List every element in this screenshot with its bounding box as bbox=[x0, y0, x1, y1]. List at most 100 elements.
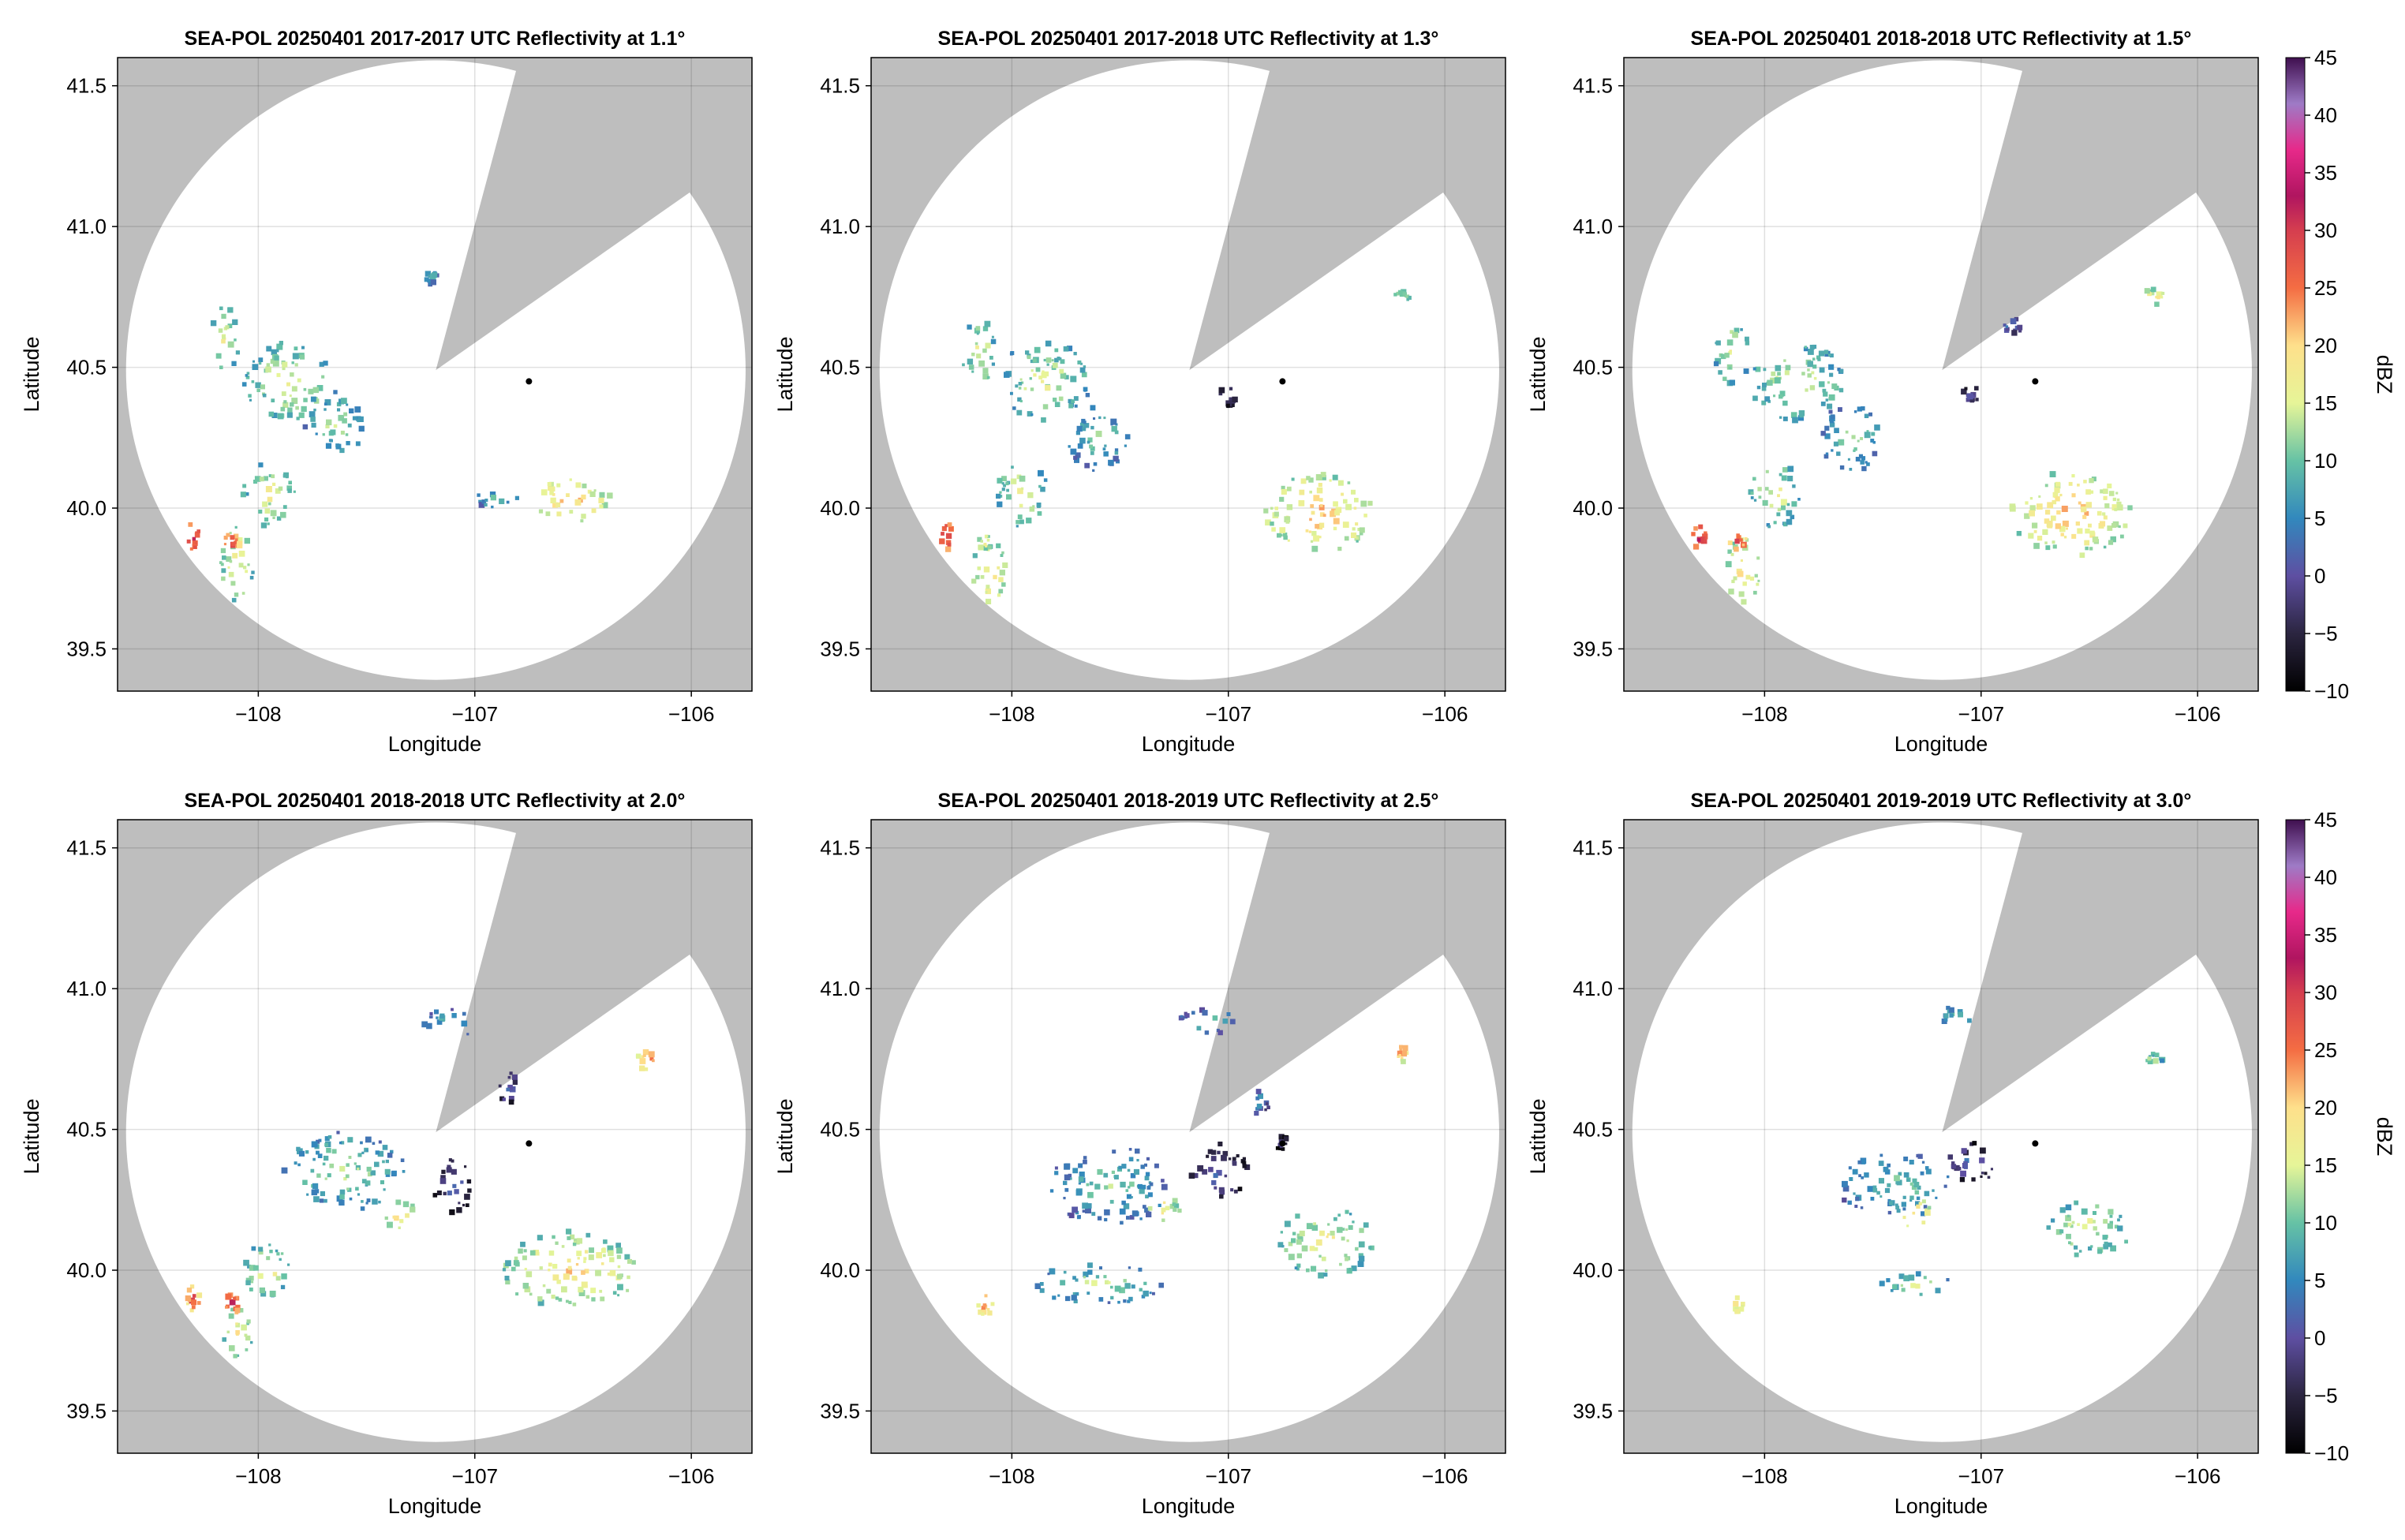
echo-cell bbox=[581, 494, 586, 500]
echo-cell bbox=[2044, 518, 2050, 524]
echo-cell bbox=[1091, 1280, 1098, 1287]
echo-cell bbox=[1023, 387, 1027, 391]
echo-cell bbox=[1058, 396, 1064, 402]
echo-cell bbox=[1083, 387, 1088, 392]
echo-cell bbox=[1745, 341, 1750, 346]
echo-cell bbox=[1887, 1183, 1891, 1187]
echo-cell bbox=[1081, 372, 1087, 378]
echo-cell bbox=[458, 1202, 461, 1205]
echo-cell bbox=[255, 382, 261, 388]
echo-cell bbox=[1265, 519, 1271, 526]
echo-cell bbox=[268, 1243, 271, 1247]
echo-cell bbox=[2107, 483, 2112, 488]
echo-cell bbox=[1225, 400, 1232, 407]
echo-cell bbox=[1016, 474, 1022, 480]
echo-cell bbox=[1045, 385, 1051, 391]
echo-cell bbox=[1972, 1141, 1977, 1146]
echo-cell bbox=[191, 1305, 196, 1310]
echo-cluster bbox=[210, 306, 240, 369]
echo-cell bbox=[2114, 507, 2118, 511]
echo-cell bbox=[556, 511, 562, 517]
echo-cell bbox=[1173, 1207, 1177, 1212]
echo-cell bbox=[598, 497, 604, 503]
echo-cell bbox=[1017, 488, 1023, 495]
echo-cell bbox=[1818, 350, 1824, 357]
echo-cell bbox=[1107, 1280, 1111, 1284]
echo-cell bbox=[982, 1310, 987, 1315]
echo-cell bbox=[310, 396, 316, 402]
echo-cell bbox=[499, 498, 505, 504]
echo-cell bbox=[241, 1324, 247, 1331]
echo-cell bbox=[1321, 475, 1326, 480]
echo-cell bbox=[2103, 495, 2108, 500]
echo-cell bbox=[228, 1313, 234, 1319]
echo-cell bbox=[278, 486, 283, 491]
echo-cell bbox=[287, 1263, 290, 1266]
echo-cluster bbox=[939, 522, 954, 552]
echo-cell bbox=[1872, 450, 1878, 457]
echo-cell bbox=[1141, 1184, 1146, 1190]
echo-cell bbox=[1110, 418, 1117, 425]
echo-cell bbox=[939, 538, 945, 544]
echo-cell bbox=[595, 1269, 601, 1276]
echo-cell bbox=[232, 319, 238, 325]
echo-cell bbox=[370, 1170, 376, 1176]
echo-cell bbox=[980, 575, 985, 579]
echo-cell bbox=[1727, 540, 1733, 545]
echo-cell bbox=[2032, 522, 2038, 529]
echo-cell bbox=[977, 536, 982, 542]
echo-cell bbox=[608, 1250, 614, 1257]
echo-cell bbox=[1896, 1179, 1902, 1186]
panel-title: SEA-POL 20250401 2018-2018 UTC Reflectiv… bbox=[1691, 28, 2192, 50]
echo-cell bbox=[372, 1142, 376, 1146]
echo-cell bbox=[308, 388, 314, 394]
echo-cell bbox=[1980, 1147, 1986, 1154]
echo-cell bbox=[999, 570, 1005, 576]
x-axis-label: Longitude bbox=[1894, 1494, 1988, 1518]
echo-cell bbox=[2083, 480, 2087, 484]
echo-cell bbox=[1769, 503, 1774, 508]
echo-cell bbox=[1284, 516, 1291, 523]
echo-cell bbox=[1315, 474, 1322, 480]
echo-cell bbox=[428, 282, 432, 286]
echo-cell bbox=[1861, 465, 1867, 472]
echo-cell bbox=[1401, 1059, 1406, 1064]
echo-cell bbox=[1879, 1280, 1885, 1287]
echo-cell bbox=[1084, 462, 1090, 469]
echo-cell bbox=[292, 353, 299, 360]
echo-cell bbox=[1011, 465, 1014, 469]
echo-cell bbox=[1069, 1177, 1072, 1180]
echo-cell bbox=[1067, 346, 1073, 352]
echo-cluster bbox=[302, 390, 365, 454]
echo-cell bbox=[1984, 1172, 1988, 1176]
echo-cell bbox=[1128, 1186, 1131, 1189]
echo-cell bbox=[2103, 488, 2108, 494]
echo-cell bbox=[1128, 1296, 1133, 1302]
echo-cell bbox=[2055, 1229, 2062, 1235]
echo-cell bbox=[361, 1200, 364, 1203]
echo-cluster bbox=[225, 1292, 241, 1315]
echo-cell bbox=[2014, 325, 2019, 330]
echo-cell bbox=[448, 1158, 452, 1162]
echo-cell bbox=[1105, 1280, 1109, 1284]
echo-cell bbox=[484, 503, 488, 506]
echo-cell bbox=[1399, 1048, 1402, 1052]
echo-cell bbox=[196, 529, 200, 533]
echo-cell bbox=[1351, 489, 1356, 495]
echo-cell bbox=[1351, 1265, 1357, 1272]
echo-cluster bbox=[241, 341, 331, 421]
y-tick-label: 40.5 bbox=[820, 356, 860, 379]
echo-cell bbox=[1739, 538, 1743, 542]
echo-cell bbox=[245, 1335, 251, 1341]
echo-cell bbox=[1356, 540, 1359, 543]
radar-site-marker bbox=[2032, 1140, 2039, 1147]
echo-cell bbox=[1072, 1276, 1076, 1280]
echo-cell bbox=[240, 492, 246, 498]
echo-cell bbox=[2055, 496, 2060, 502]
echo-cell bbox=[1924, 1208, 1928, 1211]
echo-cell bbox=[1819, 367, 1825, 373]
echo-cell bbox=[337, 408, 341, 412]
echo-cell bbox=[1954, 1164, 1960, 1172]
echo-cell bbox=[2059, 1207, 2066, 1213]
echo-cell bbox=[1898, 1172, 1902, 1176]
